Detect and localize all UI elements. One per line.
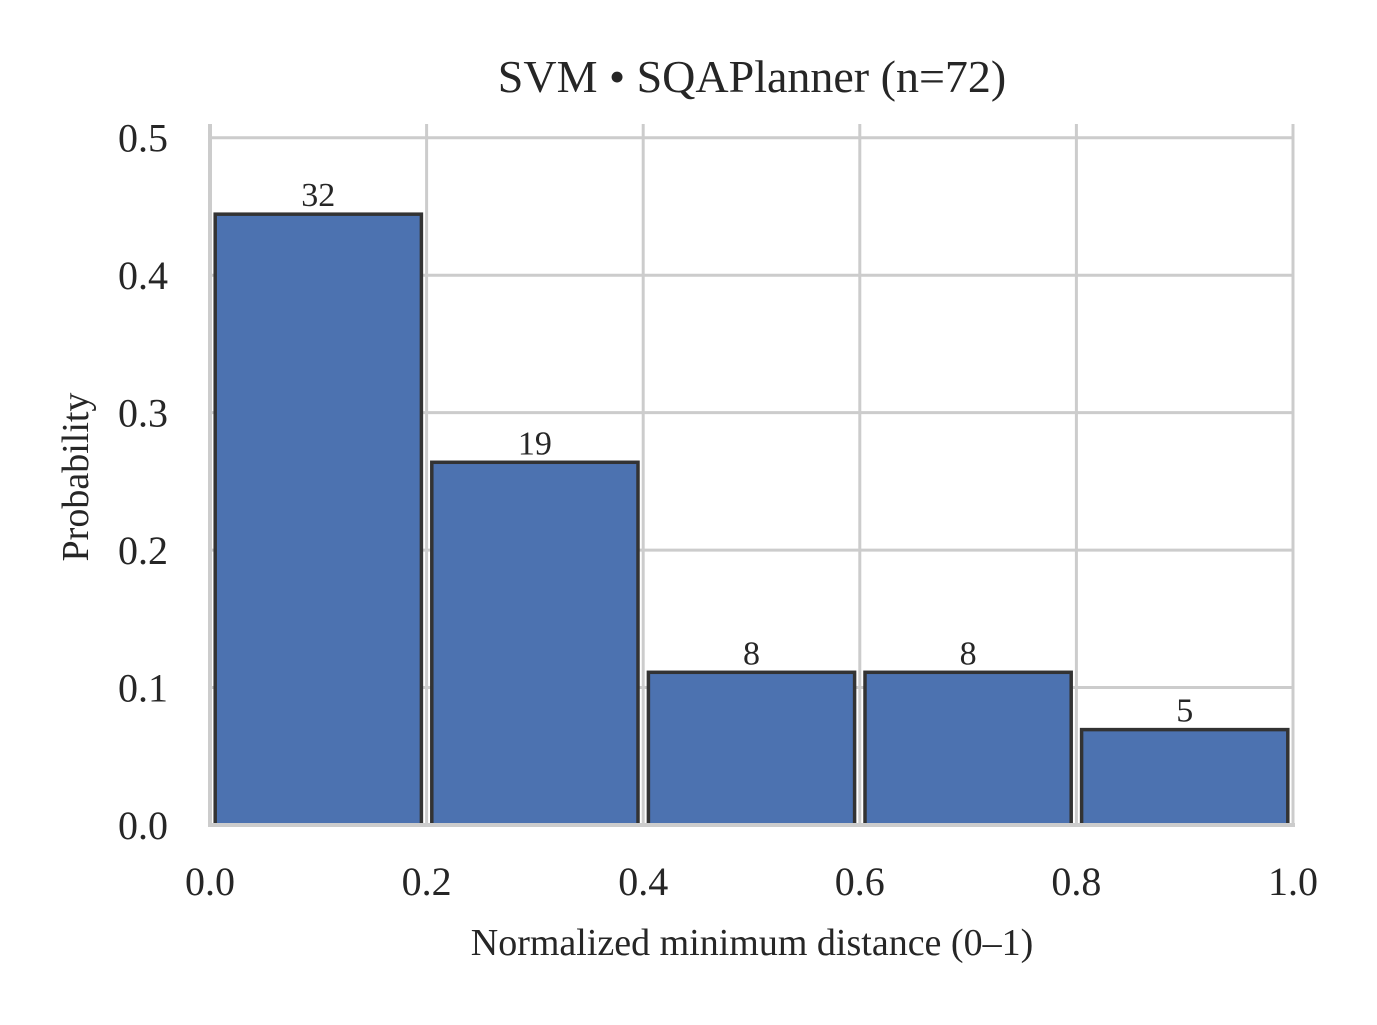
- y-tick-label: 0.3: [118, 391, 168, 436]
- histogram-bar: [213, 212, 424, 827]
- histogram-bar: [1079, 727, 1290, 827]
- x-tick-label: 0.2: [402, 859, 452, 904]
- x-tick-label: 0.4: [618, 859, 668, 904]
- histogram-bar: [863, 670, 1073, 827]
- y-tick-label: 0.5: [118, 116, 168, 161]
- bars: [213, 212, 1290, 827]
- bar-count-label: 19: [518, 425, 552, 462]
- data-labels: 32 19 8 8 5: [301, 177, 1193, 729]
- x-tick-label: 0.8: [1051, 859, 1101, 904]
- bar-count-label: 32: [301, 177, 335, 214]
- y-tick-label: 0.2: [118, 528, 168, 573]
- bar-count-label: 5: [1176, 693, 1193, 730]
- y-tick-label: 0.1: [118, 666, 168, 711]
- axes: [208, 124, 1295, 827]
- y-tick-label: 0.0: [118, 803, 168, 848]
- histogram-bar: [430, 460, 640, 827]
- histogram-bar: [646, 670, 857, 827]
- chart-title: SVM • SQAPlanner (n=72): [498, 51, 1006, 102]
- bar-count-label: 8: [960, 635, 977, 672]
- x-tick-label: 0.6: [835, 859, 885, 904]
- tick-labels: 0.0 0.2 0.4 0.6 0.8 1.0 0.0 0.1 0.2 0.3 0.4 0.5: [118, 116, 1318, 904]
- y-tick-label: 0.4: [118, 253, 168, 298]
- bar-count-label: 8: [743, 635, 760, 672]
- y-axis-label: Probability: [55, 393, 97, 562]
- x-tick-label: 1.0: [1268, 859, 1318, 904]
- x-tick-label: 0.0: [185, 859, 235, 904]
- x-axis-label: Normalized minimum distance (0–1): [471, 922, 1033, 964]
